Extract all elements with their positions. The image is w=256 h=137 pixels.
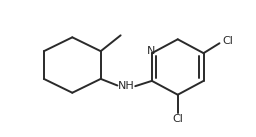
Text: N: N <box>147 46 155 56</box>
Text: Cl: Cl <box>222 36 233 46</box>
Text: NH: NH <box>118 81 135 91</box>
Text: Cl: Cl <box>172 115 183 125</box>
